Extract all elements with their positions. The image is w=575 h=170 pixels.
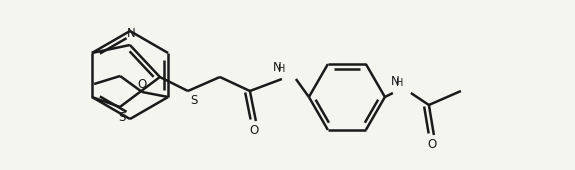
Text: N: N bbox=[273, 61, 281, 74]
Text: O: O bbox=[250, 124, 259, 137]
Text: O: O bbox=[137, 78, 147, 91]
Text: O: O bbox=[427, 138, 436, 151]
Text: N: N bbox=[126, 27, 135, 40]
Text: H: H bbox=[396, 78, 403, 88]
Text: S: S bbox=[190, 94, 197, 107]
Text: N: N bbox=[391, 75, 400, 88]
Text: S: S bbox=[118, 111, 125, 124]
Text: H: H bbox=[278, 64, 286, 74]
